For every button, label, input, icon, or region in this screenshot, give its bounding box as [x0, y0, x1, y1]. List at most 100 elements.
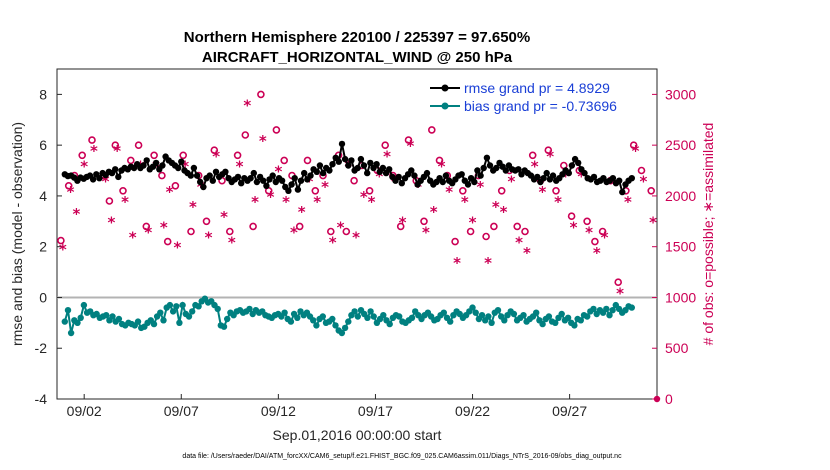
- y-tick-label: 4: [39, 188, 47, 204]
- bias-series-point: [577, 317, 584, 324]
- bias-series-point: [157, 309, 164, 316]
- assimilated-obs-marker: *: [570, 218, 578, 236]
- bias-series-point: [628, 304, 635, 311]
- rmse-series-point: [483, 154, 491, 161]
- x-axis-ticks: 09/02 09/07 09/12 09/17 09/22 09/27: [67, 394, 587, 419]
- bias-series-point: [472, 309, 479, 316]
- rmse-series-point: [278, 177, 286, 184]
- right-axis-ticks: 0 500 1000 1500 2000 2500 3000: [652, 86, 696, 407]
- possible-obs-marker: [88, 136, 96, 144]
- bias-series-point: [510, 310, 518, 318]
- rmse-series-point: [313, 168, 320, 175]
- rmse-series-point: [96, 175, 103, 182]
- assimilated-obs-marker: *: [476, 178, 484, 196]
- bias-series: [61, 295, 635, 337]
- assimilated-obs-marker: *: [368, 193, 376, 211]
- possible-obs-marker: [179, 151, 187, 160]
- rmse-series-point: [515, 166, 522, 173]
- rmse-series-point: [373, 161, 380, 168]
- possible-obs-marker: [427, 126, 436, 134]
- rmse-series-point: [360, 162, 368, 169]
- possible-obs-marker: [272, 126, 281, 134]
- bias-series-point: [189, 308, 196, 315]
- rmse-series-point: [341, 155, 349, 163]
- assimilated-obs-marker: *: [59, 241, 67, 259]
- assimilated-obs-marker: *: [601, 229, 609, 247]
- y-tick-label: -2: [35, 340, 48, 356]
- possible-obs-marker: [466, 227, 475, 236]
- possible-obs-marker: [451, 237, 459, 246]
- bias-series-point: [485, 313, 492, 320]
- legend-rmse-label: rmse grand pr = 4.8929: [464, 80, 610, 96]
- possible-obs-marker: [233, 151, 242, 160]
- y2-tick-label: 1500: [665, 239, 696, 255]
- possible-obs-marker: [583, 217, 591, 226]
- rmse-series-point: [234, 173, 242, 181]
- bias-series-point: [364, 314, 371, 321]
- assimilated-obs-marker: *: [484, 254, 492, 272]
- rmse-series-point: [143, 157, 150, 164]
- rmse-series-point: [464, 181, 472, 188]
- possible-obs-marker: [111, 141, 120, 149]
- assimilated-obs-marker: *: [107, 213, 115, 231]
- bias-series-point: [329, 315, 336, 323]
- bias-series-point: [558, 310, 565, 318]
- possible-obs-marker: [210, 146, 219, 154]
- rmse-series-point: [581, 169, 588, 177]
- possible-obs-marker: [249, 222, 257, 231]
- assimilated-obs-marker: *: [129, 229, 137, 247]
- assimilated-obs-marker: *: [639, 173, 647, 191]
- rmse-series-point: [294, 186, 302, 193]
- rmse-series-point: [338, 140, 346, 148]
- rmse-series-point: [307, 172, 314, 179]
- chart-title: Northern Hemisphere 220100 / 225397 = 97…: [184, 29, 530, 46]
- possible-obs-marker: [226, 227, 234, 236]
- possible-obs-marker: [435, 156, 444, 165]
- assimilated-obs-marker: *: [205, 229, 213, 247]
- bias-series-point: [185, 313, 193, 320]
- rmse-series-point: [190, 164, 198, 172]
- bias-series-point: [224, 315, 231, 323]
- possible-obs-marker: [552, 187, 560, 195]
- rmse-series-point: [486, 162, 494, 169]
- possible-obs-marker: [544, 146, 553, 154]
- x-tick-label: 09/02: [67, 403, 102, 419]
- bias-series-point: [564, 314, 572, 321]
- y-tick-label: -4: [35, 391, 48, 407]
- rmse-series-point: [193, 172, 201, 179]
- rmse-series-point: [386, 166, 393, 173]
- rmse-series-point: [115, 173, 122, 181]
- bias-series-point: [166, 301, 174, 309]
- bias-series-point: [80, 301, 88, 309]
- possible-obs-marker: [381, 141, 390, 149]
- rmse-series-point: [534, 173, 541, 181]
- assimilated-obs-marker: *: [290, 224, 298, 242]
- assimilated-obs-marker: *: [80, 158, 88, 176]
- rmse-series-point: [549, 172, 557, 179]
- rmse-series-point: [212, 168, 220, 175]
- bias-series-point: [214, 305, 221, 313]
- assimilated-obs-marker: *: [360, 188, 368, 206]
- assimilated-obs-marker: *: [445, 183, 453, 201]
- assimilated-obs-marker: *: [453, 254, 461, 272]
- rmse-series-point: [222, 168, 229, 175]
- possible-obs-marker: [280, 156, 289, 165]
- x-tick-label: 09/17: [358, 403, 393, 419]
- bias-series-point: [520, 312, 527, 319]
- rmse-series-point: [206, 172, 213, 179]
- possible-obs-marker: [134, 141, 143, 149]
- x-tick-label: 09/22: [455, 403, 490, 419]
- bias-series-point: [150, 320, 158, 328]
- bias-series-point: [287, 318, 295, 325]
- assimilated-obs-marker: *: [538, 183, 546, 201]
- assimilated-obs-marker: *: [500, 203, 508, 221]
- rmse-series-point: [335, 158, 342, 165]
- possible-obs-marker: [458, 187, 467, 195]
- bias-series-point: [354, 313, 361, 320]
- possible-obs-marker: [150, 151, 158, 160]
- possible-obs-marker: [350, 176, 358, 185]
- rmse-series-point: [408, 167, 415, 174]
- bias-series-point: [478, 312, 486, 319]
- y2-tick-label: 1000: [665, 289, 696, 305]
- rmse-series-point: [471, 178, 478, 186]
